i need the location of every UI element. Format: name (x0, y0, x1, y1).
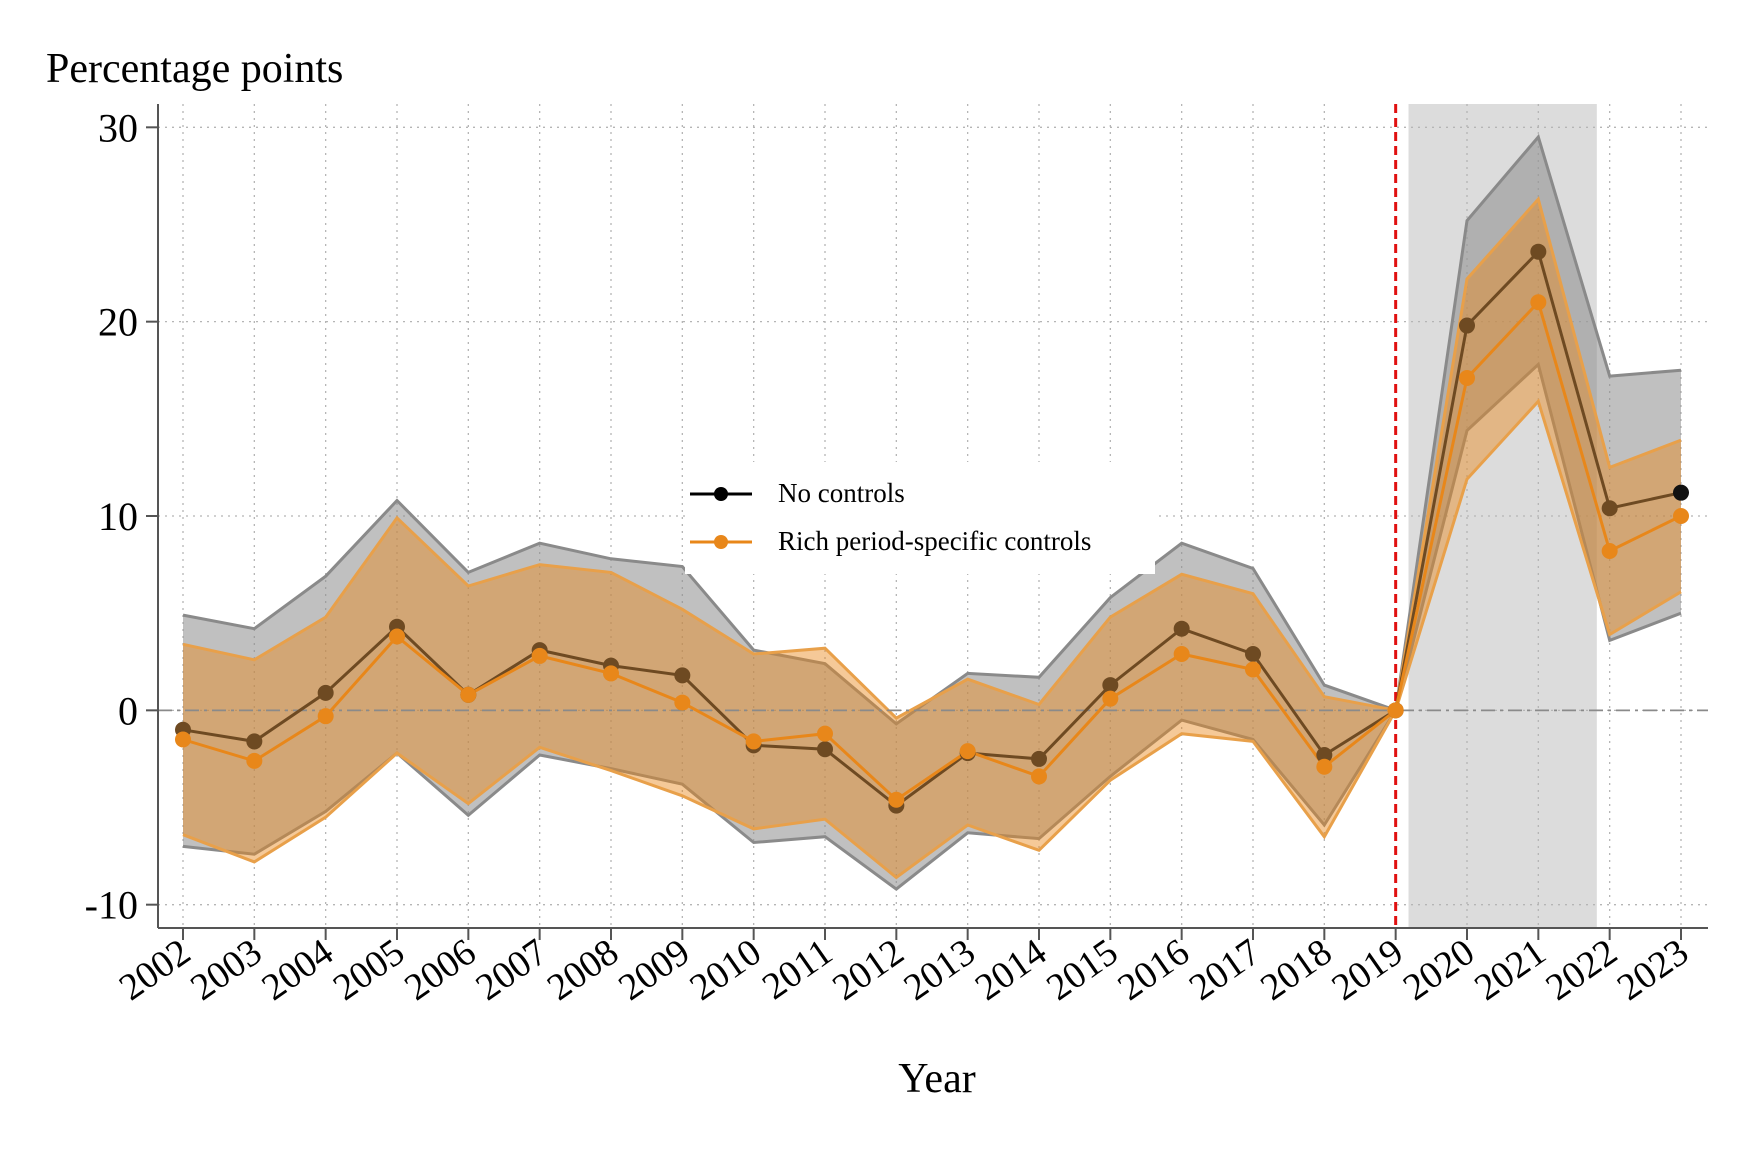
series-point-0-2021 (1530, 243, 1547, 260)
ci-upper-edge-1 (182, 196, 1682, 720)
series-point-1-2008 (603, 665, 619, 682)
y-tick-label: 0 (118, 688, 138, 733)
x-tick-label: 2019 (1324, 931, 1410, 1009)
series-point-1-2003 (246, 752, 263, 769)
x-tick-label: 2006 (397, 931, 483, 1009)
series-point-1-2007 (531, 647, 548, 664)
series-point-0-2018 (1316, 747, 1333, 764)
series-point-1-2018 (1316, 758, 1333, 775)
series-point-1-2009 (674, 694, 691, 711)
x-tick-label: 2011 (755, 931, 840, 1008)
x-tick-label: 2015 (1039, 931, 1125, 1009)
y-tick-label: 20 (98, 300, 138, 345)
series-point-1-2004 (317, 708, 334, 725)
x-tick-label: 2021 (1467, 931, 1553, 1009)
series-point-1-2012 (888, 791, 905, 808)
series-point-1-2023 (1673, 508, 1689, 524)
series-point-1-2017 (1245, 661, 1261, 678)
series-point-1-2013 (959, 743, 976, 760)
series-point-1-2014 (1031, 768, 1047, 785)
series-point-1-2021 (1530, 294, 1547, 311)
x-axis-title: Year (898, 1056, 975, 1102)
series-line-layer (182, 248, 1682, 808)
x-tick-label: 2012 (825, 931, 911, 1009)
confidence-band-layer (182, 133, 1682, 891)
ci-lower-edge-0 (182, 361, 1682, 891)
legend: No controls Rich period-specific control… (685, 462, 1155, 574)
series-point-0-2003 (246, 733, 263, 750)
series-point-1-2019 (1387, 702, 1404, 719)
x-tick-label: 2007 (468, 931, 554, 1009)
legend-label-rich-controls: Rich period-specific controls (778, 526, 1091, 556)
series-point-1-2020 (1459, 370, 1475, 387)
x-tick-label: 2003 (183, 931, 269, 1009)
series-point-1-2006 (460, 686, 477, 703)
series-point-1-2011 (817, 725, 833, 742)
x-tick-label: 2008 (540, 931, 626, 1009)
reference-line-layer (158, 104, 1708, 928)
x-tick-label: 2017 (1182, 931, 1268, 1009)
x-tick-label: 2020 (1396, 931, 1482, 1009)
series-point-1-2016 (1173, 645, 1190, 662)
series-point-layer (175, 243, 1689, 814)
legend-marker-rich-controls (714, 535, 728, 549)
series-point-0-2011 (817, 741, 833, 758)
legend-marker-no-controls (714, 487, 728, 501)
x-tick-label: 2009 (611, 931, 697, 1009)
series-point-0-2017 (1245, 645, 1261, 662)
series-point-1-2022 (1601, 542, 1618, 559)
x-tick-label: 2004 (254, 931, 340, 1009)
series-point-1-2005 (389, 628, 405, 645)
series-point-1-2010 (745, 733, 762, 750)
series-point-0-2016 (1173, 620, 1190, 637)
y-tick-label: -10 (85, 883, 138, 928)
x-tick-label: 2013 (896, 931, 982, 1009)
ci-band-1 (183, 199, 1681, 878)
x-tick-label: 2018 (1253, 931, 1339, 1009)
legend-background (685, 462, 1155, 574)
series-point-1-2002 (175, 731, 191, 748)
series-point-0-2014 (1031, 750, 1047, 767)
series-point-0-2009 (674, 667, 691, 684)
x-tick-label: 2016 (1110, 931, 1196, 1009)
x-tick-label: 2014 (968, 931, 1054, 1009)
x-tick-label: 2023 (1610, 931, 1696, 1009)
x-tick-label: 2010 (682, 931, 768, 1009)
series-point-0-2004 (317, 684, 334, 701)
series-point-0-2015 (1102, 677, 1119, 694)
series-point-1-2015 (1102, 690, 1119, 707)
series-point-0-2022 (1601, 500, 1618, 517)
ci-band-0 (183, 137, 1681, 890)
y-axis-title: Percentage points (46, 46, 343, 92)
x-tick-label: 2005 (326, 931, 412, 1009)
y-tick-label: 30 (98, 105, 138, 150)
y-tick-label: 10 (98, 494, 138, 539)
series-line-0 (182, 248, 1682, 808)
legend-label-no-controls: No controls (778, 478, 905, 508)
x-tick-label: 2022 (1538, 931, 1624, 1009)
series-point-0-2020 (1459, 317, 1475, 334)
ci-lower-edge-1 (182, 398, 1682, 880)
series-line-1 (182, 299, 1682, 802)
series-point-0-2023 (1673, 484, 1689, 501)
x-tick-label: 2002 (112, 931, 198, 1009)
